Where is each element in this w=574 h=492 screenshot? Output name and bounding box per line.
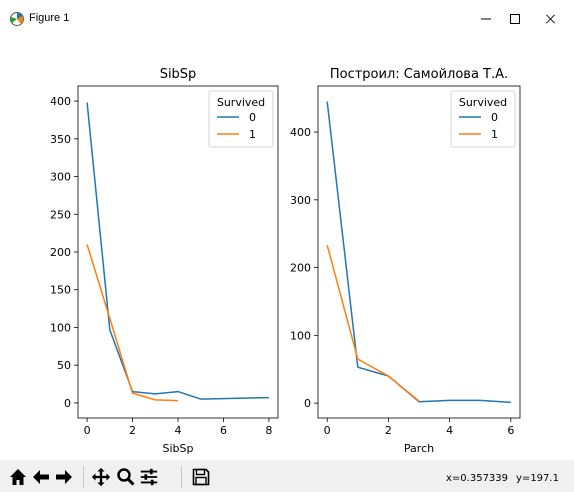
x-tick-label: 2 <box>385 424 392 437</box>
legend-label: 1 <box>491 128 498 141</box>
chart-title: SibSp <box>160 67 197 82</box>
y-tick-label: 100 <box>290 329 311 342</box>
chart-sibsp: SibSp 0 2 4 6 8 0 50 100 150 200 250 300 350 400 SibSp S… <box>50 67 279 455</box>
x-tick-label: 8 <box>265 424 272 437</box>
window-title: Figure 1 <box>29 12 70 24</box>
y-tick-label: 400 <box>290 126 311 139</box>
toolbar-separator <box>181 466 182 488</box>
y-tick-label: 0 <box>304 397 311 410</box>
legend-label: 0 <box>491 111 498 124</box>
legend-title: Survived <box>217 96 265 109</box>
y-tick-label: 0 <box>64 397 71 410</box>
x-tick-label: 0 <box>84 424 91 437</box>
y-tick-label: 200 <box>290 262 311 275</box>
maximize-button[interactable] <box>497 5 533 33</box>
save-icon[interactable] <box>191 466 211 488</box>
cursor-coordinates: x=0.357339 y=197.1 <box>446 473 567 484</box>
cursor-x-readout: x=0.357339 <box>446 473 509 484</box>
chart-title: Построил: Самойлова Т.А. <box>330 67 508 82</box>
toolbar-separator <box>83 466 84 488</box>
series-line-1 <box>326 245 420 402</box>
chart-parch: Построил: Самойлова Т.А. 0 2 4 6 0 100 200 300 40… <box>290 67 521 455</box>
legend-label: 1 <box>249 128 256 141</box>
y-tick-label: 350 <box>50 133 71 146</box>
y-tick-label: 300 <box>50 171 71 184</box>
y-tick-label: 250 <box>50 208 71 221</box>
legend-label: 0 <box>249 111 256 124</box>
zoom-icon[interactable] <box>116 466 136 488</box>
series-line-1 <box>86 244 179 402</box>
pan-icon[interactable] <box>91 466 111 488</box>
legend-box <box>450 90 516 148</box>
series-line-0 <box>326 101 511 404</box>
home-icon[interactable] <box>8 466 28 488</box>
navigation-toolbar <box>0 460 574 492</box>
legend-box <box>208 90 274 148</box>
forward-arrow-icon[interactable] <box>54 466 74 488</box>
title-bar[interactable]: Figure 1 <box>0 0 574 38</box>
x-tick-label: 6 <box>507 424 514 437</box>
close-button[interactable] <box>538 5 568 33</box>
x-tick-label: 6 <box>220 424 227 437</box>
x-tick-label: 4 <box>175 424 182 437</box>
y-tick-label: 100 <box>50 321 71 334</box>
cursor-y-readout: y=197.1 <box>516 473 559 484</box>
y-tick-label: 200 <box>50 246 71 259</box>
y-tick-label: 400 <box>50 95 71 108</box>
x-tick-label: 0 <box>324 424 331 437</box>
x-axis-label: Parch <box>404 442 434 455</box>
axes-frame <box>77 85 279 419</box>
back-arrow-icon[interactable] <box>31 466 51 488</box>
minimize-button[interactable] <box>468 5 504 33</box>
y-tick-label: 50 <box>57 359 71 372</box>
matplotlib-app-icon <box>10 12 24 26</box>
configure-subplots-icon[interactable] <box>139 466 159 488</box>
x-tick-label: 2 <box>129 424 136 437</box>
y-tick-label: 300 <box>290 194 311 207</box>
y-tick-label: 150 <box>50 284 71 297</box>
legend-title: Survived <box>459 96 507 109</box>
x-axis-label: SibSp <box>163 442 194 455</box>
x-tick-label: 4 <box>446 424 453 437</box>
series-line-0 <box>86 102 269 400</box>
axes-frame <box>317 85 521 419</box>
